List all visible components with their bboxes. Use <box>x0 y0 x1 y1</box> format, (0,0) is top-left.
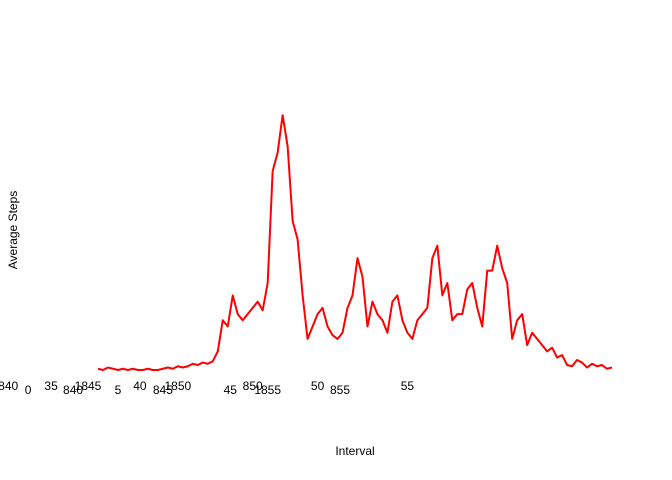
x-tick-label: 0 <box>25 383 32 397</box>
x-tick-label: 1855 <box>254 383 281 397</box>
x-tick-label: 1845 <box>75 379 102 393</box>
x-tick-label: 840 <box>0 379 19 393</box>
x-tick-label: 55 <box>401 379 415 393</box>
x-tick-label: 855 <box>330 383 350 397</box>
x-tick-label: 35 <box>44 379 58 393</box>
x-tick-label: 45 <box>224 383 238 397</box>
x-tick-label: 40 <box>133 379 147 393</box>
y-axis-label: Average Steps <box>6 191 20 270</box>
x-tick-label: 840 <box>63 383 83 397</box>
x-tick-label: 850 <box>243 379 263 393</box>
x-tick-label: 50 <box>311 379 325 393</box>
x-tick-label: 1850 <box>164 379 191 393</box>
x-tick-label: 5 <box>115 383 122 397</box>
line <box>97 114 613 371</box>
x-tick-label: 845 <box>153 383 173 397</box>
x-axis-label: Interval <box>335 444 374 458</box>
